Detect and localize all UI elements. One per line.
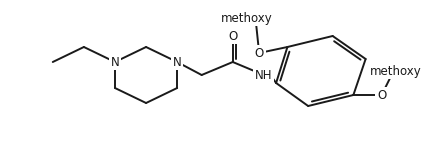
Text: N: N [111, 56, 119, 68]
Text: NH: NH [255, 68, 273, 82]
Text: O: O [254, 46, 264, 59]
Text: methoxy: methoxy [221, 12, 273, 25]
Text: N: N [173, 56, 181, 68]
Text: O: O [377, 88, 386, 102]
Text: O: O [228, 30, 238, 42]
Text: methoxy: methoxy [370, 64, 422, 78]
